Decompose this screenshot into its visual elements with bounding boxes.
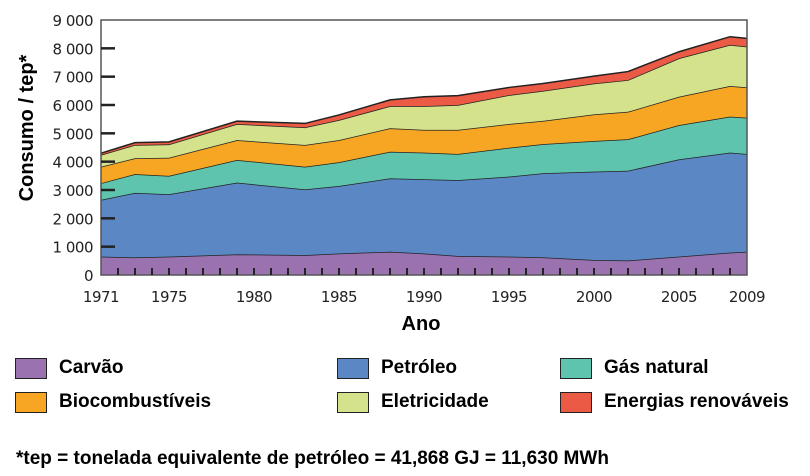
- legend-label: Energias renováveis: [604, 391, 789, 412]
- y-tick-label: 6 000: [53, 97, 93, 115]
- area-g-s-natural: [101, 116, 747, 200]
- x-tick-label: 1990: [406, 288, 442, 306]
- legend-label: Gás natural: [604, 357, 709, 378]
- series-line: [100, 35, 748, 154]
- area-eletricidade: [101, 44, 747, 167]
- x-tick-label: 2009: [729, 288, 765, 306]
- legend-swatch: [337, 357, 369, 379]
- y-tick-label: 2 000: [53, 210, 93, 228]
- legend-label: Carvão: [59, 357, 124, 378]
- y-tick-label: 1 000: [53, 239, 93, 257]
- legend-label: Petróleo: [381, 357, 458, 378]
- y-tick-label: 5 000: [53, 125, 93, 143]
- legend-label: Eletricidade: [381, 391, 489, 412]
- area-petr-leo: [101, 152, 747, 261]
- legend-swatch: [15, 391, 47, 413]
- legend-swatch: [337, 391, 369, 413]
- x-tick-label: 1995: [491, 288, 527, 306]
- area-energias-renov-veis: [101, 36, 747, 155]
- area-carv-o: [101, 251, 747, 275]
- x-tick-label: 1980: [236, 288, 272, 306]
- y-tick-label: 3 000: [53, 182, 93, 200]
- legend-item: Energias renováveis: [560, 391, 789, 413]
- x-tick-label: 2005: [661, 288, 697, 306]
- series-areas: [100, 35, 748, 275]
- legend-item: Eletricidade: [337, 391, 489, 413]
- legend-swatch: [560, 357, 592, 379]
- legend-label: Biocombustíveis: [59, 391, 212, 412]
- y-tick-label: 9 000: [53, 12, 93, 30]
- y-tick-label: 4 000: [53, 154, 93, 172]
- x-tick-label: 1971: [83, 288, 119, 306]
- y-tick-label: 8 000: [53, 40, 93, 58]
- legend-item: Gás natural: [560, 357, 709, 379]
- legend-swatch: [560, 391, 592, 413]
- x-axis-title: Ano: [402, 313, 441, 335]
- legend-item: Petróleo: [337, 357, 457, 379]
- x-tick-label: 1975: [151, 288, 187, 306]
- y-tick-label: 7 000: [53, 69, 93, 87]
- y-tick-label: 0: [84, 267, 93, 285]
- x-tick-label: 1985: [321, 288, 357, 306]
- legend-item: Biocombustíveis: [15, 391, 211, 413]
- y-axis-title: Consumo / tep*: [16, 54, 38, 201]
- area-biocombust-veis: [101, 86, 747, 184]
- stacked-area-chart: 0 1 000 2 000 3 000 4 000 5 000 6 000 7 000 8 00…: [16, 12, 766, 335]
- legend-swatch: [15, 357, 47, 379]
- legend-item: Carvão: [15, 357, 123, 379]
- x-tick-label: 2000: [576, 288, 612, 306]
- footnote: *tep = tonelada equivalente de petróleo …: [16, 448, 609, 469]
- axes: 0 1 000 2 000 3 000 4 000 5 000 6 000 7 000 8 00…: [53, 12, 766, 306]
